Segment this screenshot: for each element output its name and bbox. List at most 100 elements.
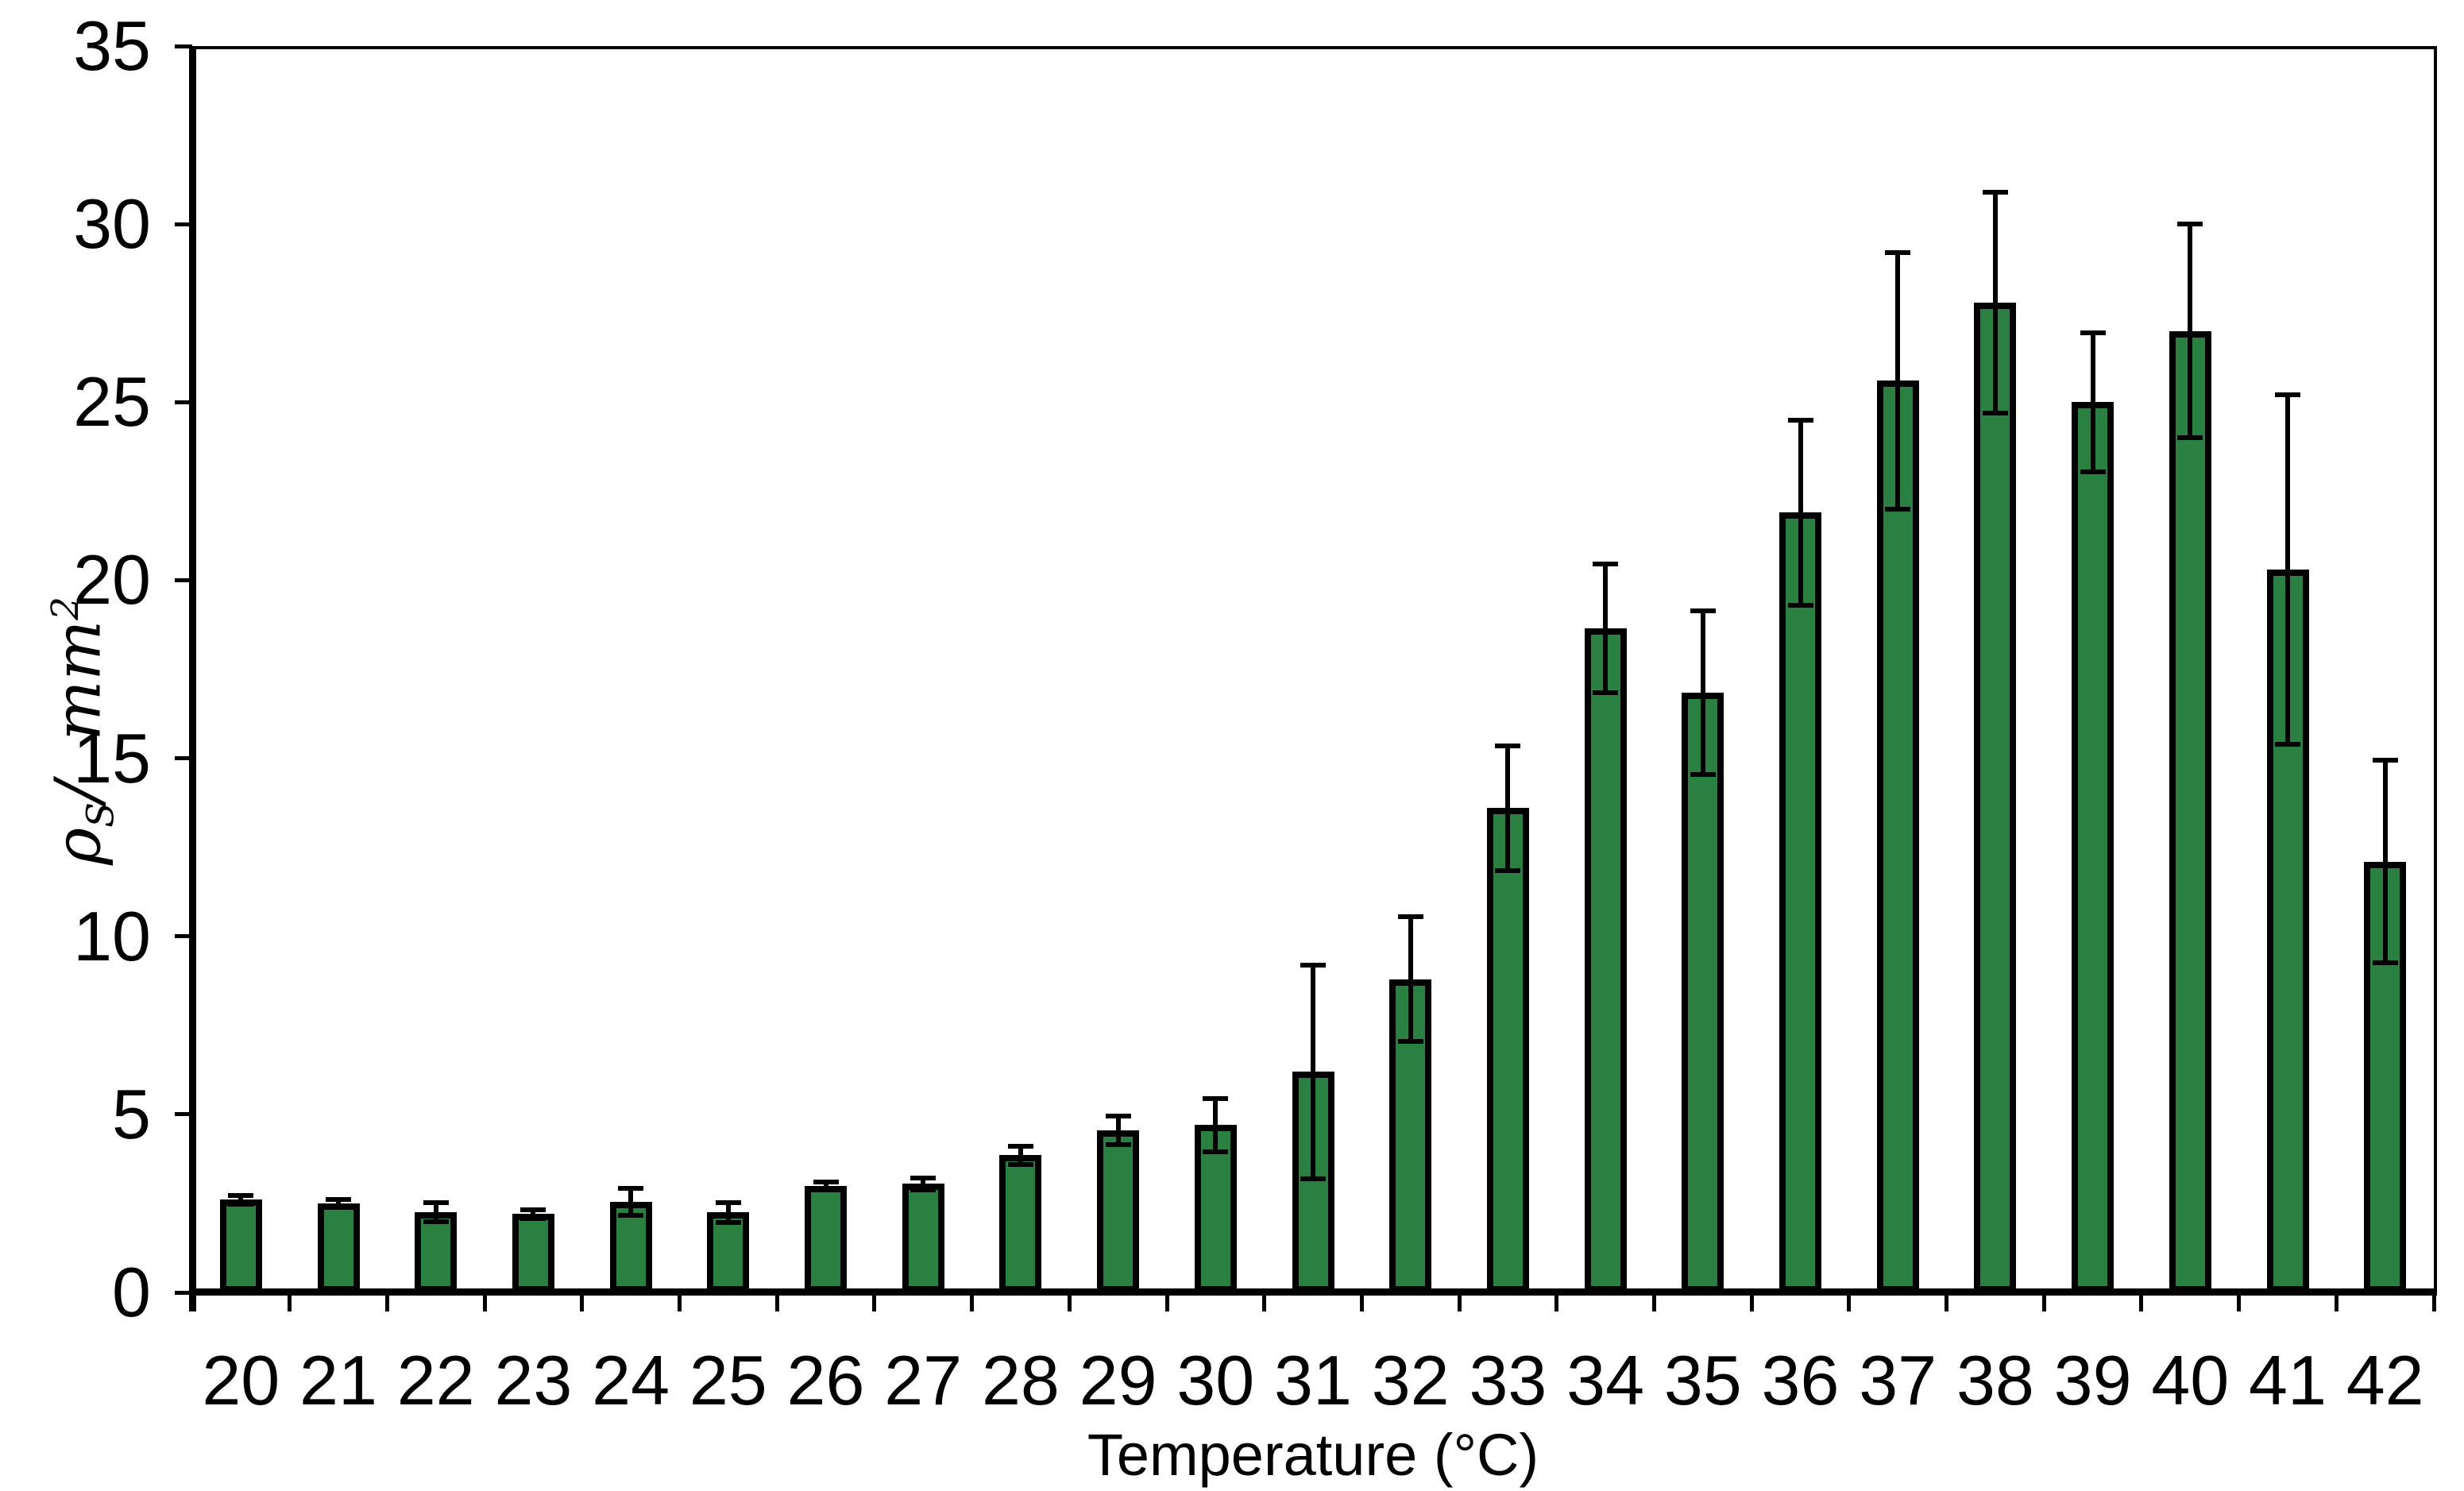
error-bar-26 xyxy=(823,1182,828,1189)
y-tick-label-35: 35 xyxy=(73,6,151,85)
y-tick-label-0: 0 xyxy=(112,1253,151,1331)
bar-39 xyxy=(2072,402,2114,1292)
bar-38 xyxy=(1974,302,2017,1292)
y-tick-label-10: 10 xyxy=(73,896,151,975)
x-tick-label-24: 24 xyxy=(592,1341,670,1420)
error-cap-top-33 xyxy=(1495,743,1521,748)
error-cap-bottom-23 xyxy=(520,1215,546,1221)
error-bar-34 xyxy=(1603,564,1609,693)
error-cap-bottom-35 xyxy=(1690,771,1716,777)
error-cap-top-35 xyxy=(1690,608,1716,613)
x-tick-label-25: 25 xyxy=(689,1341,767,1420)
error-bar-37 xyxy=(1895,253,1901,509)
bar-40 xyxy=(2169,330,2211,1292)
y-tick-35 xyxy=(175,44,192,48)
error-cap-top-40 xyxy=(2177,222,2203,227)
error-cap-bottom-41 xyxy=(2275,741,2300,747)
bar-29 xyxy=(1097,1130,1140,1292)
error-bar-31 xyxy=(1311,964,1315,1179)
y-tick-label-15: 15 xyxy=(73,718,151,798)
y-tick-0 xyxy=(175,1290,192,1295)
error-cap-bottom-28 xyxy=(1007,1162,1033,1168)
error-cap-top-28 xyxy=(1007,1143,1033,1149)
error-bar-40 xyxy=(2188,224,2193,438)
error-bar-22 xyxy=(433,1203,438,1223)
x-tick-7 xyxy=(872,1292,877,1311)
x-tick-5 xyxy=(678,1292,682,1311)
error-cap-top-27 xyxy=(910,1175,937,1180)
error-bar-27 xyxy=(921,1177,926,1190)
error-bar-42 xyxy=(2382,759,2388,964)
error-cap-bottom-36 xyxy=(1787,602,1813,608)
error-cap-top-32 xyxy=(1397,914,1423,920)
x-tick-label-40: 40 xyxy=(2151,1341,2230,1420)
error-cap-bottom-29 xyxy=(1105,1142,1131,1148)
x-axis-title: Temperature (°C) xyxy=(1087,1422,1539,1488)
y-tick-15 xyxy=(175,756,192,761)
x-tick-label-39: 39 xyxy=(2053,1341,2132,1420)
y-tick-label-5: 5 xyxy=(112,1074,151,1153)
bar-21 xyxy=(317,1203,360,1292)
x-tick-15 xyxy=(1651,1292,1656,1311)
bar-26 xyxy=(805,1185,847,1292)
x-tick-label-22: 22 xyxy=(396,1341,475,1420)
y-tick-30 xyxy=(175,222,192,226)
error-cap-bottom-39 xyxy=(2080,469,2106,474)
bar-28 xyxy=(999,1155,1042,1292)
y-tick-label-20: 20 xyxy=(73,540,151,620)
error-cap-top-39 xyxy=(2080,330,2106,335)
error-cap-top-36 xyxy=(1787,417,1813,423)
error-cap-top-29 xyxy=(1105,1113,1131,1118)
x-tick-label-23: 23 xyxy=(494,1341,573,1420)
error-cap-bottom-25 xyxy=(715,1219,741,1225)
error-cap-bottom-32 xyxy=(1397,1039,1423,1044)
x-tick-label-33: 33 xyxy=(1469,1341,1547,1420)
error-bar-20 xyxy=(238,1196,244,1204)
x-tick-label-37: 37 xyxy=(1859,1341,1937,1420)
y-axis-title: ρS/ mm2 xyxy=(41,597,122,865)
error-cap-top-30 xyxy=(1203,1096,1229,1102)
x-tick-label-20: 20 xyxy=(202,1341,280,1420)
bar-33 xyxy=(1486,808,1529,1292)
x-tick-label-32: 32 xyxy=(1371,1341,1450,1420)
error-cap-top-42 xyxy=(2372,757,2398,763)
x-tick-label-35: 35 xyxy=(1663,1341,1742,1420)
x-tick-8 xyxy=(970,1292,975,1311)
x-tick-19 xyxy=(2041,1292,2046,1311)
error-cap-top-25 xyxy=(715,1199,741,1205)
x-tick-9 xyxy=(1067,1292,1072,1311)
error-cap-top-31 xyxy=(1300,962,1326,968)
error-cap-top-37 xyxy=(1885,250,1911,255)
bar-23 xyxy=(512,1214,554,1292)
error-bar-25 xyxy=(725,1202,731,1223)
x-tick-17 xyxy=(1847,1292,1852,1311)
error-bar-24 xyxy=(628,1188,634,1215)
x-tick-label-31: 31 xyxy=(1274,1341,1352,1420)
error-cap-bottom-40 xyxy=(2177,435,2203,441)
y-axis-line xyxy=(189,46,196,1311)
bar-22 xyxy=(415,1212,458,1292)
x-tick-label-41: 41 xyxy=(2249,1341,2327,1420)
error-cap-top-26 xyxy=(813,1180,839,1184)
error-cap-top-34 xyxy=(1593,562,1619,567)
y-tick-label-30: 30 xyxy=(73,184,151,264)
error-bar-28 xyxy=(1018,1145,1023,1165)
error-cap-bottom-42 xyxy=(2372,960,2398,966)
bar-20 xyxy=(219,1199,262,1292)
x-tick-6 xyxy=(774,1292,779,1311)
error-bar-32 xyxy=(1408,917,1413,1041)
x-tick-2 xyxy=(384,1292,389,1311)
error-bar-41 xyxy=(2285,395,2290,744)
error-bar-38 xyxy=(1992,191,1998,413)
error-cap-bottom-20 xyxy=(228,1201,254,1207)
x-tick-label-36: 36 xyxy=(1761,1341,1840,1420)
x-tick-3 xyxy=(482,1292,487,1311)
error-cap-top-22 xyxy=(423,1200,449,1205)
x-tick-0 xyxy=(190,1292,195,1311)
x-tick-11 xyxy=(1262,1292,1267,1311)
y-tick-label-25: 25 xyxy=(73,362,151,442)
x-tick-21 xyxy=(2237,1292,2242,1311)
error-cap-top-38 xyxy=(1982,189,2008,195)
error-bar-39 xyxy=(2090,332,2095,472)
